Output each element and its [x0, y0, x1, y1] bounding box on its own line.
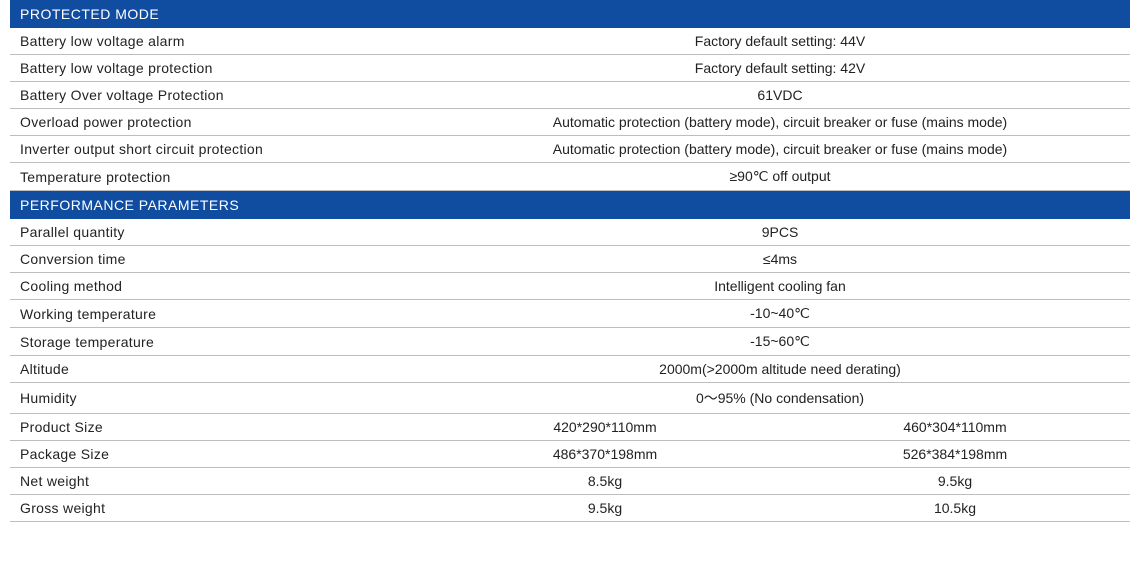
- table-row: Storage temperature -15~60℃: [10, 328, 1130, 356]
- row-value-a: 8.5kg: [430, 468, 780, 495]
- row-label: Working temperature: [10, 300, 430, 328]
- row-value-b: 460*304*110mm: [780, 414, 1130, 441]
- table-row: Working temperature -10~40℃: [10, 300, 1130, 328]
- row-label: Battery low voltage alarm: [10, 28, 430, 55]
- row-value: 61VDC: [430, 82, 1130, 109]
- row-value: -10~40℃: [430, 300, 1130, 328]
- spec-table: PROTECTED MODE Battery low voltage alarm…: [10, 0, 1130, 522]
- row-value: Automatic protection (battery mode), cir…: [430, 136, 1130, 163]
- row-label: Humidity: [10, 383, 430, 414]
- table-row: Battery low voltage protection Factory d…: [10, 55, 1130, 82]
- table-row: Gross weight 9.5kg 10.5kg: [10, 495, 1130, 522]
- row-label: Parallel quantity: [10, 219, 430, 246]
- row-label: Storage temperature: [10, 328, 430, 356]
- row-value: Automatic protection (battery mode), cir…: [430, 109, 1130, 136]
- row-value: 2000m(>2000m altitude need derating): [430, 356, 1130, 383]
- table-row: Conversion time ≤4ms: [10, 246, 1130, 273]
- table-body: PROTECTED MODE Battery low voltage alarm…: [10, 0, 1130, 522]
- row-value-a: 420*290*110mm: [430, 414, 780, 441]
- table-row: Altitude 2000m(>2000m altitude need dera…: [10, 356, 1130, 383]
- row-value: 0～95% (No condensation): [430, 383, 1130, 414]
- row-label: Gross weight: [10, 495, 430, 522]
- section-header: PROTECTED MODE: [10, 0, 1130, 28]
- section-header-row: PROTECTED MODE: [10, 0, 1130, 28]
- row-value-b: 526*384*198mm: [780, 441, 1130, 468]
- row-value: ≥90℃ off output: [430, 163, 1130, 191]
- table-row: Cooling method Intelligent cooling fan: [10, 273, 1130, 300]
- row-value: Factory default setting: 42V: [430, 55, 1130, 82]
- row-label: Overload power protection: [10, 109, 430, 136]
- row-label: Cooling method: [10, 273, 430, 300]
- table-row: Battery Over voltage Protection 61VDC: [10, 82, 1130, 109]
- row-label: Battery low voltage protection: [10, 55, 430, 82]
- table-row: Battery low voltage alarm Factory defaul…: [10, 28, 1130, 55]
- row-label: Package Size: [10, 441, 430, 468]
- row-value: Intelligent cooling fan: [430, 273, 1130, 300]
- row-label: Battery Over voltage Protection: [10, 82, 430, 109]
- row-label: Temperature protection: [10, 163, 430, 191]
- table-row: Humidity 0～95% (No condensation): [10, 383, 1130, 414]
- row-value-b: 9.5kg: [780, 468, 1130, 495]
- row-label: Conversion time: [10, 246, 430, 273]
- table-row: Inverter output short circuit protection…: [10, 136, 1130, 163]
- section-header: PERFORMANCE PARAMETERS: [10, 191, 1130, 220]
- table-row: Product Size 420*290*110mm 460*304*110mm: [10, 414, 1130, 441]
- row-value-a: 486*370*198mm: [430, 441, 780, 468]
- row-value: 9PCS: [430, 219, 1130, 246]
- row-value: -15~60℃: [430, 328, 1130, 356]
- table-row: Package Size 486*370*198mm 526*384*198mm: [10, 441, 1130, 468]
- table-row: Net weight 8.5kg 9.5kg: [10, 468, 1130, 495]
- row-label: Inverter output short circuit protection: [10, 136, 430, 163]
- row-value: ≤4ms: [430, 246, 1130, 273]
- row-label: Net weight: [10, 468, 430, 495]
- row-value-b: 10.5kg: [780, 495, 1130, 522]
- row-label: Product Size: [10, 414, 430, 441]
- row-value-a: 9.5kg: [430, 495, 780, 522]
- section-header-row: PERFORMANCE PARAMETERS: [10, 191, 1130, 220]
- row-value: Factory default setting: 44V: [430, 28, 1130, 55]
- table-row: Temperature protection ≥90℃ off output: [10, 163, 1130, 191]
- table-row: Overload power protection Automatic prot…: [10, 109, 1130, 136]
- row-label: Altitude: [10, 356, 430, 383]
- table-row: Parallel quantity 9PCS: [10, 219, 1130, 246]
